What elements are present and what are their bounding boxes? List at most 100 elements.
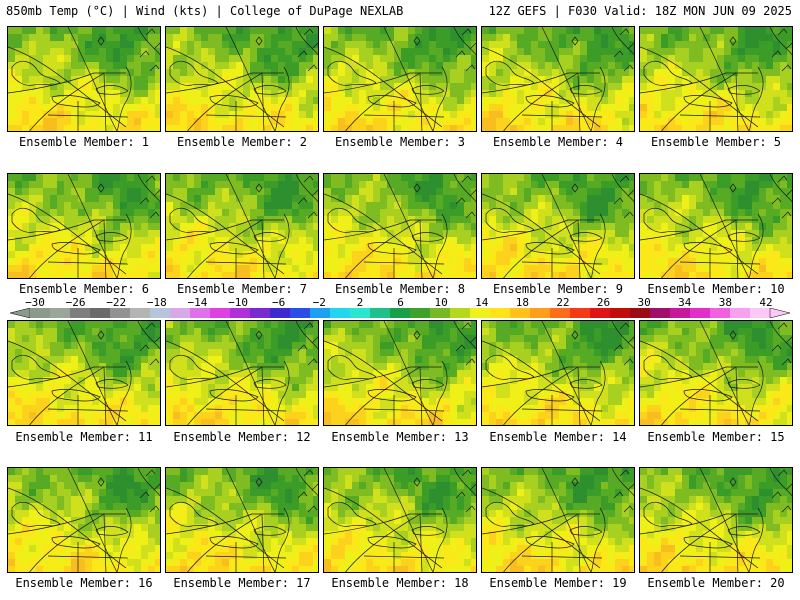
colorbar-segment <box>730 308 751 318</box>
colorbar-segment <box>50 308 71 318</box>
ensemble-map-panel <box>7 320 161 426</box>
ensemble-member-label: Ensemble Member: 17 <box>173 576 311 590</box>
colorbar-segment <box>250 308 271 318</box>
colorbar-segment <box>710 308 731 318</box>
colorbar-segment <box>630 308 651 318</box>
ensemble-map-panel <box>481 320 635 426</box>
colorbar-segment <box>30 308 51 318</box>
colorbar-segment <box>350 308 371 318</box>
colorbar-segment <box>230 308 251 318</box>
colorbar-tick-label: 22 <box>556 296 570 309</box>
ensemble-map-panel <box>323 26 477 132</box>
temperature-colorbar <box>10 308 790 318</box>
colorbar-segment <box>690 308 711 318</box>
ensemble-map-panel <box>7 26 161 132</box>
ensemble-member-label: Ensemble Member: 19 <box>489 576 627 590</box>
colorbar-segment <box>310 308 331 318</box>
colorbar-segment <box>190 308 211 318</box>
colorbar-tick-label: −10 <box>228 296 248 309</box>
colorbar-tick-label: 10 <box>434 296 448 309</box>
ensemble-member-label: Ensemble Member: 13 <box>331 430 469 444</box>
ensemble-member-label: Ensemble Member: 15 <box>647 430 785 444</box>
ensemble-member-label: Ensemble Member: 9 <box>492 282 624 296</box>
temperature-field-map <box>8 174 160 278</box>
ensemble-member-label: Ensemble Member: 20 <box>647 576 785 590</box>
colorbar-tick-label: 18 <box>515 296 529 309</box>
colorbar-segment <box>470 308 491 318</box>
ensemble-member-label: Ensemble Member: 8 <box>334 282 466 296</box>
ensemble-map-panel <box>165 467 319 573</box>
colorbar-segment <box>90 308 111 318</box>
colorbar-tick-label: −14 <box>187 296 208 309</box>
colorbar-segment <box>450 308 471 318</box>
colorbar-segment <box>270 308 291 318</box>
colorbar-segment <box>430 308 451 318</box>
colorbar-tick-label: 6 <box>397 296 404 309</box>
temperature-field-map <box>482 27 634 131</box>
ensemble-member-label: Ensemble Member: 11 <box>15 430 153 444</box>
ensemble-member-label: Ensemble Member: 16 <box>15 576 153 590</box>
colorbar-segment <box>550 308 571 318</box>
temperature-field-map <box>324 468 476 572</box>
temperature-field-map <box>166 321 318 425</box>
colorbar-segment <box>330 308 351 318</box>
model-run-info: 12Z GEFS | F030 Valid: 18Z MON JUN 09 20… <box>488 4 792 18</box>
colorbar-segment <box>410 308 431 318</box>
colorbar-tick-label: 26 <box>596 296 611 309</box>
colorbar-segment <box>610 308 631 318</box>
colorbar-segment <box>170 308 191 318</box>
ensemble-member-label: Ensemble Member: 6 <box>18 282 150 296</box>
ensemble-member-label: Ensemble Member: 18 <box>331 576 469 590</box>
colorbar-segment <box>70 308 91 318</box>
colorbar-high-arrow <box>769 308 790 318</box>
ensemble-member-label: Ensemble Member: 5 <box>650 135 782 149</box>
ensemble-member-label: Ensemble Member: 2 <box>176 135 308 149</box>
colorbar-tick-label: 30 <box>637 296 651 309</box>
map-title: 850mb Temp (°C) | Wind (kts) | College o… <box>6 4 404 18</box>
colorbar-low-arrow <box>10 308 31 318</box>
temperature-field-map <box>324 174 476 278</box>
temperature-field-map <box>166 174 318 278</box>
colorbar-tick-label: −22 <box>106 296 127 309</box>
colorbar-segment <box>530 308 551 318</box>
ensemble-map-panel <box>7 467 161 573</box>
colorbar-tick-label: −2 <box>312 296 326 309</box>
temperature-field-map <box>640 321 792 425</box>
colorbar-tick-label: 14 <box>475 296 489 309</box>
ensemble-member-label: Ensemble Member: 4 <box>492 135 624 149</box>
colorbar-segment <box>110 308 131 318</box>
temperature-field-map <box>8 468 160 572</box>
ensemble-map-panel <box>639 467 793 573</box>
ensemble-map-panel <box>323 320 477 426</box>
temperature-field-map <box>8 27 160 131</box>
colorbar-segment <box>670 308 691 318</box>
colorbar-segment <box>130 308 151 318</box>
ensemble-member-label: Ensemble Member: 1 <box>18 135 150 149</box>
colorbar-segment <box>750 308 771 318</box>
temperature-field-map <box>324 321 476 425</box>
colorbar-segment <box>650 308 671 318</box>
ensemble-map-panel <box>7 173 161 279</box>
temperature-field-map <box>8 321 160 425</box>
ensemble-map-panel <box>481 173 635 279</box>
colorbar-tick-label: 42 <box>759 296 773 309</box>
colorbar-tick-label: 2 <box>356 296 364 309</box>
temperature-field-map <box>482 174 634 278</box>
ensemble-map-panel <box>639 320 793 426</box>
ensemble-member-label: Ensemble Member: 3 <box>334 135 466 149</box>
colorbar-segment <box>150 308 171 318</box>
colorbar-segment <box>590 308 611 318</box>
colorbar-segment <box>510 308 531 318</box>
colorbar-segment <box>490 308 511 318</box>
ensemble-map-panel <box>639 173 793 279</box>
temperature-field-map <box>482 321 634 425</box>
colorbar-segment <box>370 308 391 318</box>
ensemble-member-label: Ensemble Member: 7 <box>176 282 308 296</box>
ensemble-member-label: Ensemble Member: 14 <box>489 430 627 444</box>
temperature-field-map <box>482 468 634 572</box>
colorbar-tick-label: 34 <box>678 296 692 309</box>
temperature-field-map <box>640 27 792 131</box>
ensemble-member-label: Ensemble Member: 10 <box>647 282 785 296</box>
ensemble-map-panel <box>165 320 319 426</box>
temperature-field-map <box>640 174 792 278</box>
